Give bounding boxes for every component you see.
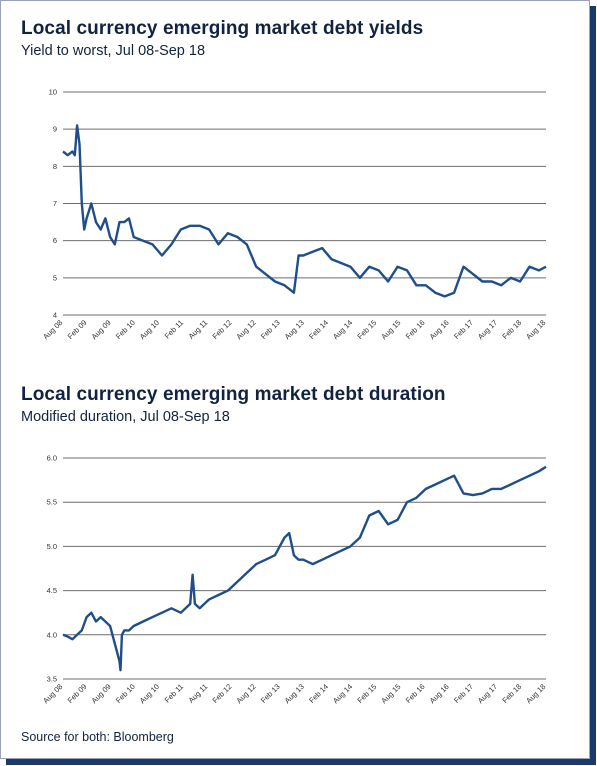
chart-subtitle-duration: Modified duration, Jul 08-Sep 18 <box>21 409 230 425</box>
y-tick-label: 5.0 <box>47 542 57 551</box>
x-tick-label: Aug 09 <box>90 682 113 705</box>
x-tick-label: Feb 16 <box>404 318 427 341</box>
x-tick-label: Aug 17 <box>476 318 499 341</box>
y-tick-label: 5 <box>53 273 57 282</box>
y-tick-label: 9 <box>53 125 57 134</box>
x-tick-label: Aug 14 <box>331 682 354 705</box>
x-tick-label: Aug 12 <box>234 682 257 705</box>
y-tick-label: 3.5 <box>47 675 57 684</box>
x-tick-label: Feb 15 <box>355 682 378 705</box>
x-tick-label: Feb 10 <box>114 682 137 705</box>
x-tick-label: Feb 18 <box>500 682 523 705</box>
x-tick-label: Feb 15 <box>355 318 378 341</box>
y-tick-label: 5.5 <box>47 498 57 507</box>
y-tick-label: 8 <box>53 162 57 171</box>
x-tick-label: Aug 11 <box>187 318 210 341</box>
x-tick-label: Feb 14 <box>307 682 330 705</box>
x-tick-label: Aug 08 <box>41 318 64 341</box>
x-tick-label: Feb 13 <box>259 682 282 705</box>
x-tick-label: Aug 11 <box>187 682 210 705</box>
x-tick-label: Aug 14 <box>331 318 354 341</box>
source-note: Source for both: Bloomberg <box>21 730 174 744</box>
x-tick-label: Aug 16 <box>428 682 451 705</box>
x-tick-label: Feb 11 <box>163 682 185 704</box>
x-tick-label: Feb 17 <box>452 682 475 705</box>
x-tick-label: Aug 18 <box>524 682 547 705</box>
x-tick-label: Aug 10 <box>138 682 161 705</box>
x-tick-label: Feb 10 <box>114 318 137 341</box>
x-tick-label: Aug 15 <box>379 682 402 705</box>
y-tick-label: 6.0 <box>47 454 57 463</box>
chart-title-yields: Local currency emerging market debt yiel… <box>21 18 424 39</box>
x-tick-label: Feb 09 <box>66 318 89 341</box>
chart-card: Local currency emerging market debt yiel… <box>0 0 590 759</box>
x-tick-label: Aug 10 <box>138 318 161 341</box>
x-tick-label: Feb 18 <box>500 318 523 341</box>
x-tick-label: Aug 18 <box>524 318 547 341</box>
x-tick-label: Aug 15 <box>379 318 402 341</box>
y-tick-label: 10 <box>49 88 57 97</box>
series-line <box>62 465 547 672</box>
x-tick-label: Feb 13 <box>259 318 282 341</box>
x-tick-label: Feb 14 <box>307 318 330 341</box>
x-tick-label: Feb 12 <box>211 682 234 705</box>
x-tick-label: Feb 09 <box>66 682 89 705</box>
x-tick-label: Aug 12 <box>234 318 257 341</box>
x-tick-label: Aug 09 <box>90 318 113 341</box>
y-tick-label: 4.5 <box>47 586 57 595</box>
x-tick-label: Aug 13 <box>283 318 306 341</box>
x-tick-label: Aug 17 <box>476 682 499 705</box>
x-tick-label: Aug 13 <box>283 682 306 705</box>
chart-title-duration: Local currency emerging market debt dura… <box>21 384 446 405</box>
chart-subtitle-yields: Yield to worst, Jul 08-Sep 18 <box>21 43 206 59</box>
y-tick-label: 4 <box>53 311 57 320</box>
y-tick-label: 7 <box>53 199 57 208</box>
x-tick-label: Feb 17 <box>452 318 475 341</box>
x-tick-label: Feb 11 <box>163 318 185 340</box>
x-tick-label: Aug 08 <box>41 682 64 705</box>
y-tick-label: 4.0 <box>47 630 57 639</box>
x-tick-label: Aug 16 <box>428 318 451 341</box>
x-tick-label: Feb 16 <box>404 682 427 705</box>
series-line <box>62 124 547 298</box>
y-tick-label: 6 <box>53 236 57 245</box>
x-tick-label: Feb 12 <box>211 318 234 341</box>
